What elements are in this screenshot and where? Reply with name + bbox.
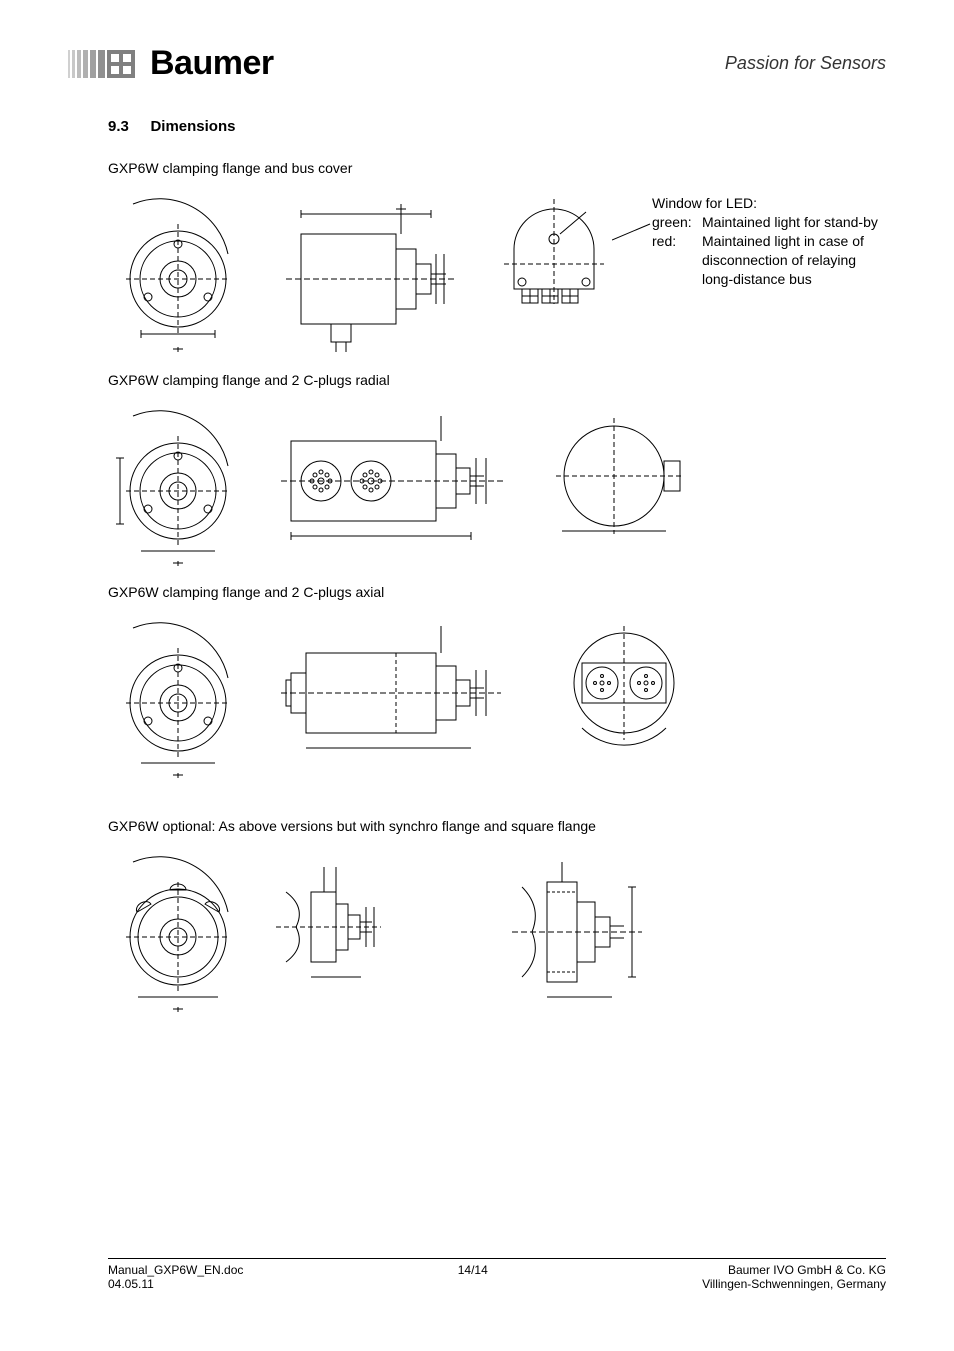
led-note: Window for LED: green: Maintained light …: [652, 194, 886, 288]
section-heading: 9.3 Dimensions: [108, 118, 886, 136]
diagram-flange-front: [108, 618, 248, 778]
leader-line-icon: [612, 222, 652, 242]
page-content: 9.3 Dimensions GXP6W clamping flange and…: [108, 118, 886, 1012]
logo-mark-icon: [68, 46, 136, 82]
diagram-flange-side: [276, 194, 466, 354]
figure-row: Window for LED: green: Maintained light …: [108, 194, 886, 354]
brand-logo: Baumer: [68, 44, 274, 83]
footer-location: Villingen-Schwenningen, Germany: [702, 1277, 886, 1291]
group-caption: GXP6W clamping flange and 2 C-plugs radi…: [108, 372, 886, 388]
footer-doc: Manual_GXP6W_EN.doc: [108, 1263, 243, 1277]
diagram-square-flange-side: [512, 852, 672, 1012]
diagram-flange-front: [108, 406, 248, 566]
figure-row: [108, 406, 886, 566]
led-key: red:: [652, 232, 702, 289]
diagram-bus-cover: [494, 194, 614, 324]
figure-row: [108, 852, 886, 1012]
section-title: Dimensions: [150, 118, 235, 135]
footer-left: Manual_GXP6W_EN.doc 04.05.11: [108, 1263, 243, 1291]
footer-date: 04.05.11: [108, 1277, 243, 1291]
footer-company: Baumer IVO GmbH & Co. KG: [702, 1263, 886, 1277]
led-val: Maintained light in case of disconnectio…: [702, 232, 886, 289]
diagram-back-axial-connectors: [544, 618, 704, 778]
group-caption: GXP6W optional: As above versions but wi…: [108, 818, 886, 834]
section-number: 9.3: [108, 118, 146, 135]
footer-right: Baumer IVO GmbH & Co. KG Villingen-Schwe…: [702, 1263, 886, 1291]
figure-row: [108, 618, 886, 778]
diagram-flange-front: [108, 194, 248, 354]
led-row: green: Maintained light for stand-by: [652, 213, 886, 232]
led-row: red: Maintained light in case of disconn…: [652, 232, 886, 289]
diagram-synchro-flange-front: [108, 852, 248, 1012]
diagram-back-cplug: [544, 406, 704, 566]
led-val: Maintained light for stand-by: [702, 213, 886, 232]
page-header: Baumer Passion for Sensors: [68, 44, 886, 83]
group-caption: GXP6W clamping flange and bus cover: [108, 160, 886, 176]
group-caption: GXP6W clamping flange and 2 C-plugs axia…: [108, 584, 886, 600]
diagram-side-cplug-radial: [276, 406, 516, 566]
diagram-side-cplug-axial: [276, 618, 516, 778]
footer-page: 14/14: [458, 1263, 488, 1291]
led-key: green:: [652, 213, 702, 232]
brand-tagline: Passion for Sensors: [725, 53, 886, 74]
brand-name: Baumer: [150, 44, 274, 83]
led-heading: Window for LED:: [652, 194, 886, 213]
diagram-synchro-side: [276, 852, 396, 982]
page-footer: Manual_GXP6W_EN.doc 04.05.11 14/14 Baume…: [108, 1258, 886, 1291]
